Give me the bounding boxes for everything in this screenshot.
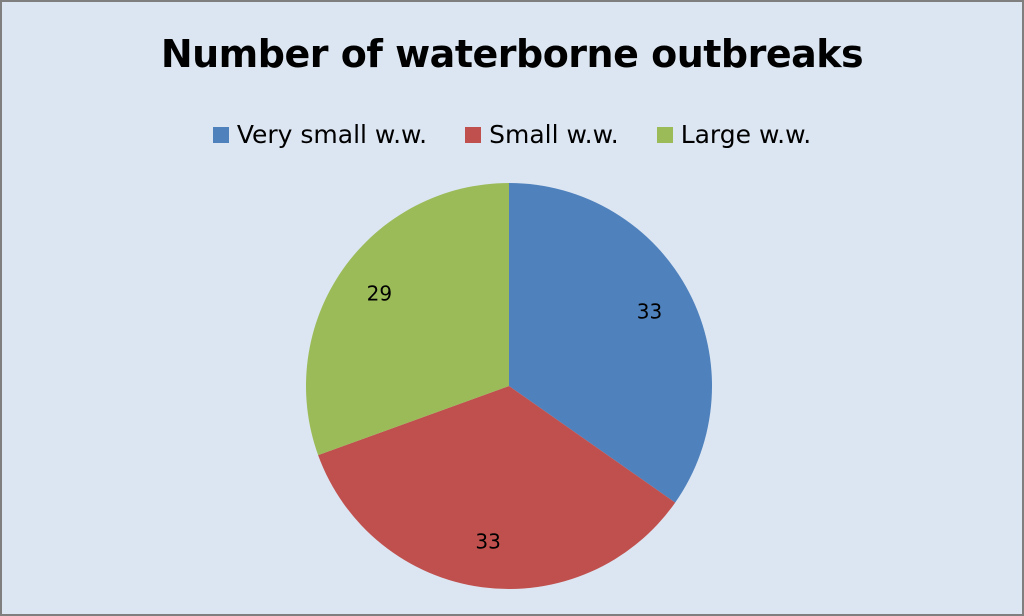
data-label-small: 33 [475, 529, 500, 553]
legend-label-large: Large w.w. [680, 120, 812, 149]
legend-swatch-large [656, 126, 673, 143]
legend-item-small: Small w.w. [465, 120, 619, 149]
legend-swatch-very-small [212, 126, 229, 143]
legend-swatch-small [465, 126, 482, 143]
chart-title: Number of waterborne outbreaks [160, 32, 864, 76]
legend-label-very-small: Very small w.w. [236, 120, 428, 149]
pie-labels: 33 33 29 [367, 282, 663, 554]
pie-slice-large [306, 183, 509, 456]
legend-label-small: Small w.w. [489, 120, 619, 149]
pie-slice-small [318, 386, 676, 589]
pie-slices [306, 183, 712, 589]
pie-slice-very-small [509, 183, 712, 503]
legend-item-large: Large w.w. [656, 120, 812, 149]
data-label-very-small: 33 [637, 299, 662, 323]
legend: Very small w.w. Small w.w. Large w.w. [2, 120, 1022, 149]
data-label-large: 29 [367, 282, 392, 306]
legend-item-very-small: Very small w.w. [212, 120, 428, 149]
